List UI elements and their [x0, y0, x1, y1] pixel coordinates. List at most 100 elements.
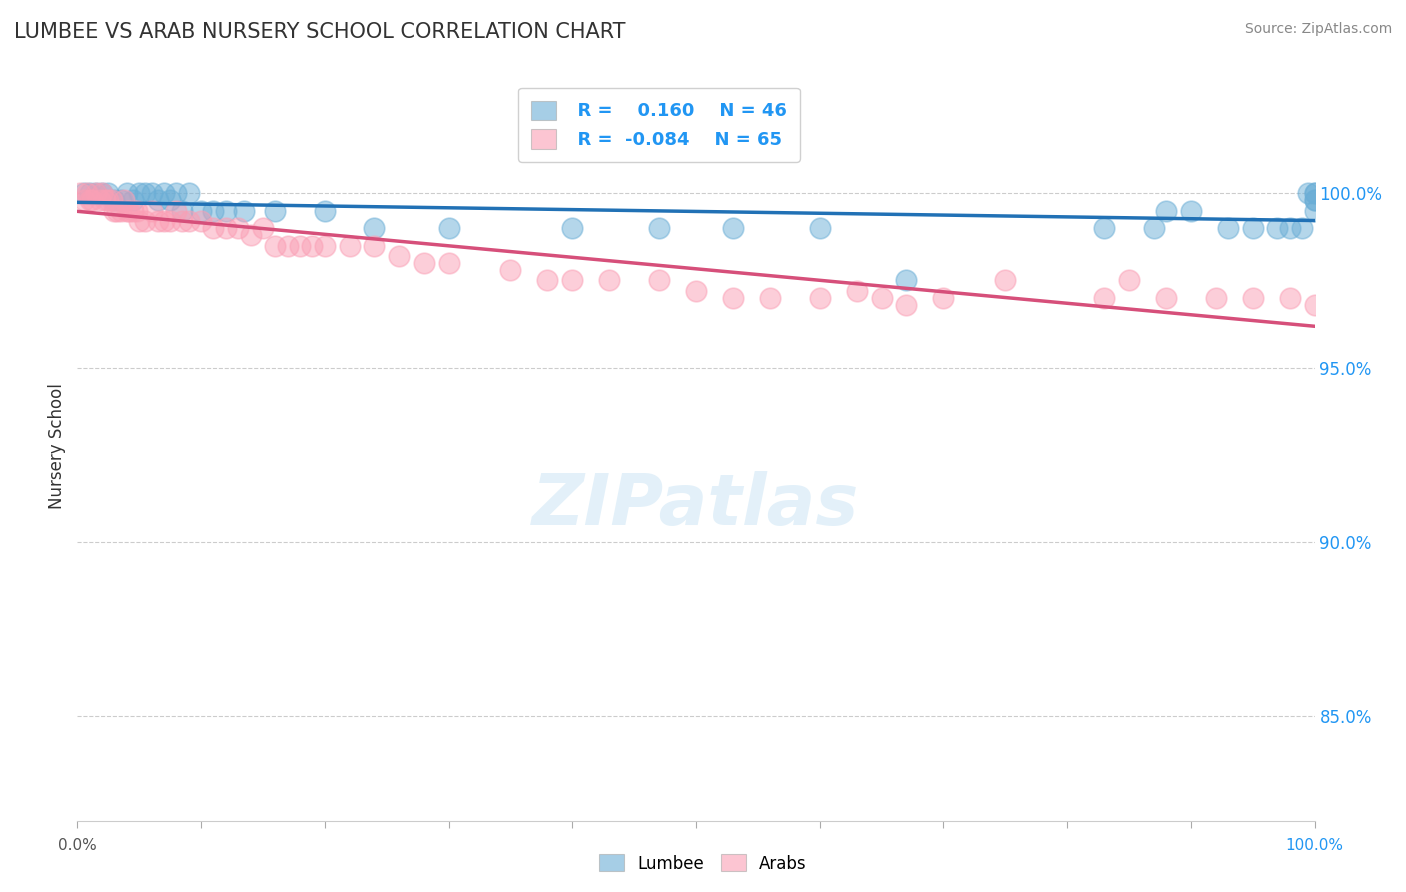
Point — [190, 203, 212, 218]
Point — [1092, 221, 1115, 235]
Point — [1216, 221, 1239, 235]
Point — [93, 194, 115, 208]
Point — [159, 214, 181, 228]
Point — [721, 221, 744, 235]
Point — [314, 238, 336, 252]
Point — [122, 194, 145, 208]
Point — [79, 186, 101, 201]
Point — [1154, 291, 1177, 305]
Point — [146, 214, 169, 228]
Point — [264, 203, 287, 218]
Point — [648, 221, 671, 235]
Point — [128, 214, 150, 228]
Point — [128, 186, 150, 201]
Point — [1303, 298, 1326, 312]
Point — [499, 263, 522, 277]
Point — [165, 186, 187, 201]
Point — [1303, 194, 1326, 208]
Text: ZIPatlas: ZIPatlas — [533, 472, 859, 541]
Point — [146, 194, 169, 208]
Point — [339, 238, 361, 252]
Point — [72, 186, 94, 201]
Point — [870, 291, 893, 305]
Point — [277, 238, 299, 252]
Point — [685, 284, 707, 298]
Point — [845, 284, 868, 298]
Point — [226, 221, 249, 235]
Point — [134, 214, 156, 228]
Point — [105, 203, 128, 218]
Point — [437, 256, 460, 270]
Point — [1303, 194, 1326, 208]
Point — [1278, 291, 1301, 305]
Point — [932, 291, 955, 305]
Point — [172, 214, 194, 228]
Point — [648, 273, 671, 287]
Point — [388, 249, 411, 263]
Point — [1303, 186, 1326, 201]
Point — [97, 194, 120, 208]
Point — [598, 273, 620, 287]
Point — [721, 291, 744, 305]
Point — [91, 186, 114, 201]
Point — [202, 221, 225, 235]
Y-axis label: Nursery School: Nursery School — [48, 383, 66, 509]
Point — [91, 186, 114, 201]
Point — [153, 186, 176, 201]
Point — [115, 186, 138, 201]
Point — [1241, 221, 1264, 235]
Point — [896, 273, 918, 287]
Point — [72, 194, 94, 208]
Point — [84, 186, 107, 201]
Point — [134, 186, 156, 201]
Point — [69, 186, 91, 201]
Point — [215, 221, 238, 235]
Point — [1205, 291, 1227, 305]
Point — [122, 203, 145, 218]
Point — [1154, 203, 1177, 218]
Point — [110, 203, 132, 218]
Point — [808, 291, 831, 305]
Point — [437, 221, 460, 235]
Point — [759, 291, 782, 305]
Text: 0.0%: 0.0% — [58, 838, 97, 853]
Point — [202, 203, 225, 218]
Point — [1303, 186, 1326, 201]
Text: Source: ZipAtlas.com: Source: ZipAtlas.com — [1244, 22, 1392, 37]
Point — [76, 186, 98, 201]
Point — [110, 194, 132, 208]
Point — [1298, 186, 1320, 201]
Point — [89, 194, 111, 208]
Point — [233, 203, 256, 218]
Point — [1291, 221, 1313, 235]
Text: 100.0%: 100.0% — [1285, 838, 1344, 853]
Point — [561, 221, 583, 235]
Point — [153, 214, 176, 228]
Point — [172, 203, 194, 218]
Point — [103, 194, 125, 208]
Point — [118, 203, 141, 218]
Point — [1241, 291, 1264, 305]
Point — [288, 238, 311, 252]
Point — [215, 203, 238, 218]
Point — [112, 194, 135, 208]
Point — [84, 186, 107, 201]
Point — [141, 186, 163, 201]
Point — [1278, 221, 1301, 235]
Point — [125, 203, 148, 218]
Point — [177, 186, 200, 201]
Point — [994, 273, 1017, 287]
Point — [103, 203, 125, 218]
Point — [165, 203, 187, 218]
Point — [252, 221, 274, 235]
Point — [561, 273, 583, 287]
Point — [896, 298, 918, 312]
Point — [101, 194, 124, 208]
Point — [363, 238, 385, 252]
Point — [536, 273, 558, 287]
Point — [239, 228, 262, 243]
Point — [1267, 221, 1289, 235]
Point — [79, 194, 101, 208]
Point — [412, 256, 434, 270]
Point — [1118, 273, 1140, 287]
